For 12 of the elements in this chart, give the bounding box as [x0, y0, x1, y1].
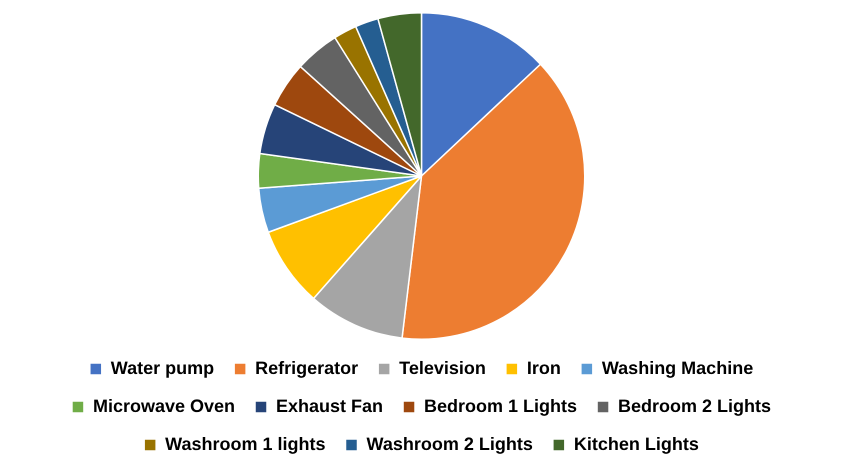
legend-label: Washroom 2 Lights — [366, 434, 533, 454]
legend-label: Refrigerator — [255, 358, 358, 378]
legend-label: Washroom 1 lights — [165, 434, 326, 454]
legend-label: Iron — [526, 358, 561, 378]
legend-label: Bedroom 2 Lights — [618, 396, 772, 416]
legend-label: Washing Machine — [602, 358, 754, 378]
legend-label: Television — [399, 358, 486, 378]
legend-label: Microwave Oven — [92, 396, 236, 416]
legend-label: Kitchen Lights — [574, 434, 699, 454]
legend-label: Water pump — [110, 358, 214, 378]
legend-label: Bedroom 1 Lights — [424, 396, 578, 416]
legend-label: Exhaust Fan — [276, 396, 384, 416]
